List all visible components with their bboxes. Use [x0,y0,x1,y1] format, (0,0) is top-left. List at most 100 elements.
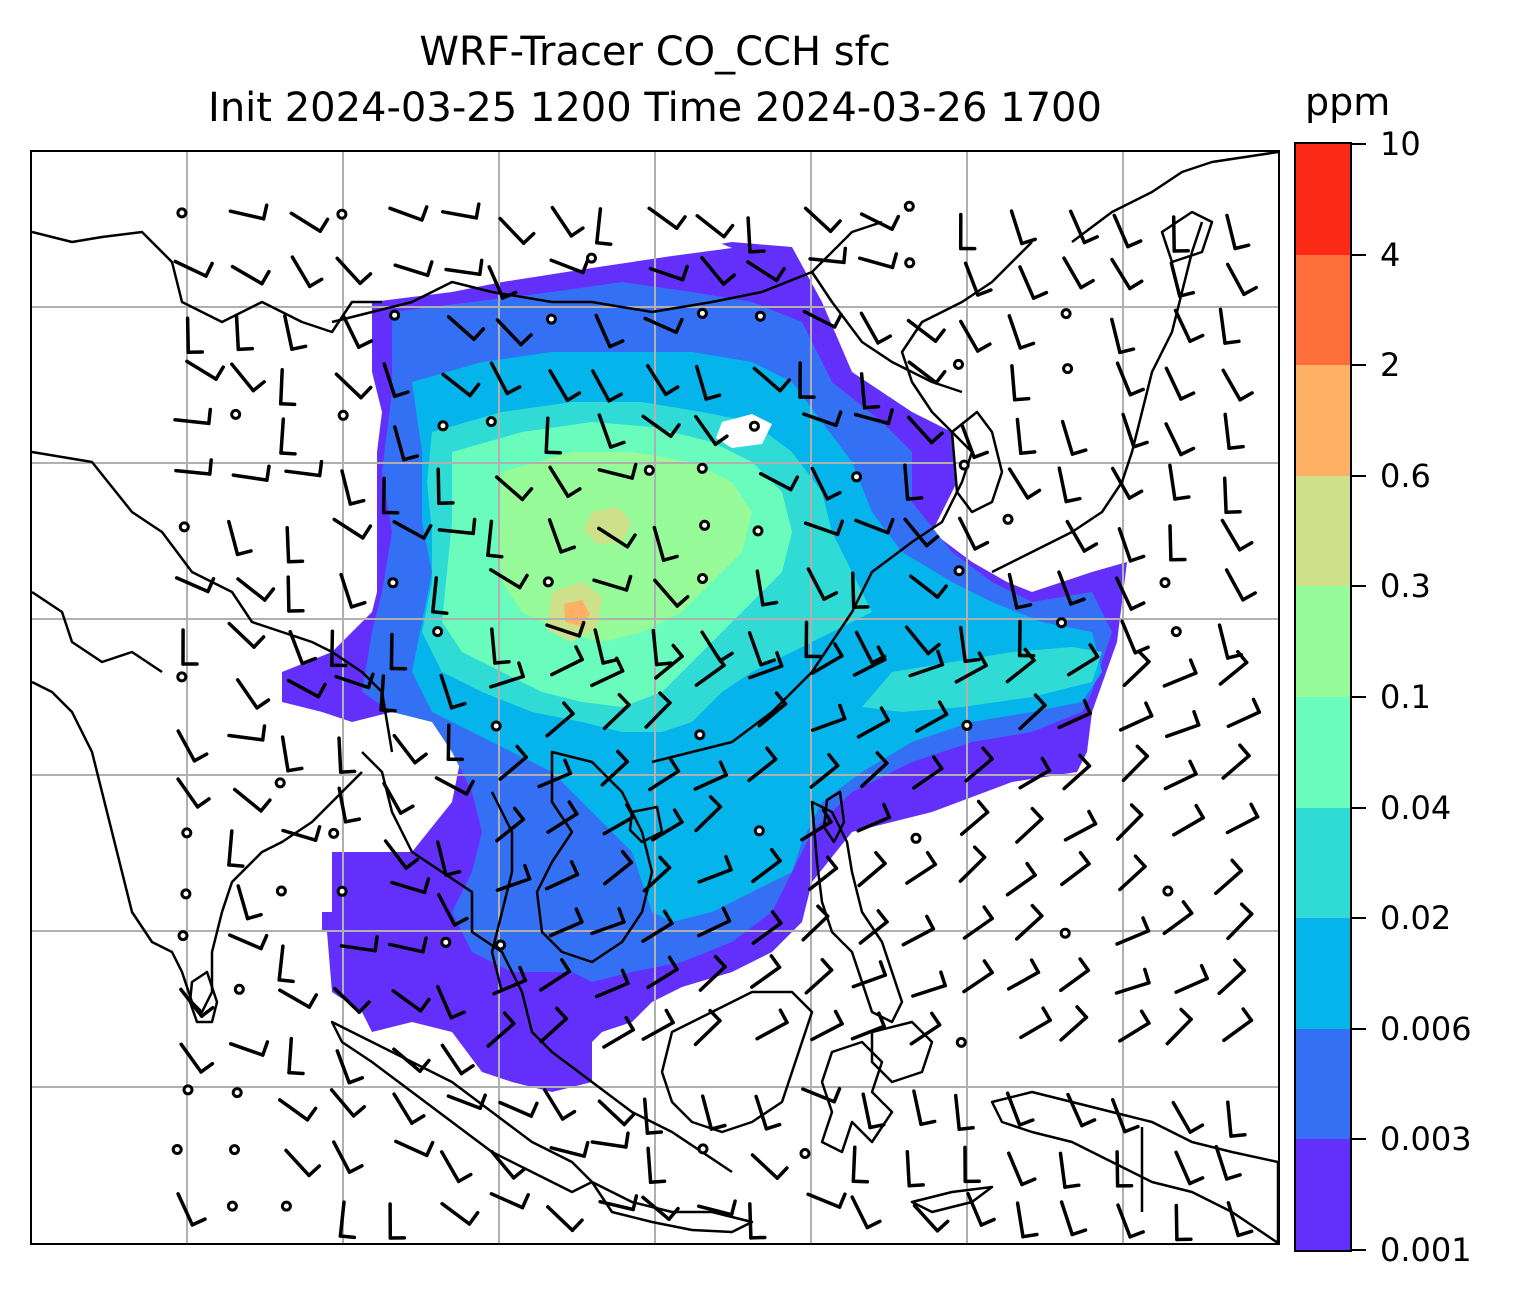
wind-barb [176,1192,207,1227]
wind-barb [287,1036,305,1076]
wind-barb [185,316,205,355]
calm-wind-marker [233,983,245,995]
wind-barb [1218,649,1249,686]
border-tibet [32,230,382,334]
wind-barb [652,525,679,562]
plot-subtitle: Init 2024-03-25 1200 Time 2024-03-26 170… [208,85,1102,131]
wind-barb [602,692,631,731]
wind-barb [439,673,467,710]
wind-barb [548,465,582,499]
wind-barb [381,476,400,515]
coastline-borneo [660,990,814,1134]
wind-barb [1223,412,1245,450]
wind-barb [1110,1098,1140,1134]
wind-barb [642,855,672,893]
colorbar-tick-label: 0.001 [1380,1231,1472,1269]
wind-barb [694,652,726,687]
wind-barb [602,802,636,836]
wind-barb [750,1153,789,1180]
wind-barb [441,372,481,398]
wind-barb [1173,308,1205,344]
wind-barb [487,265,518,300]
calm-wind-marker [904,257,916,269]
wind-barb [383,839,420,870]
wind-barb [648,757,681,792]
calm-wind-marker [961,719,973,731]
wind-barb [1058,1151,1081,1189]
wind-barb [693,760,729,791]
wind-barb [904,625,941,656]
wind-barb [808,246,848,265]
wind-barb [647,206,687,230]
wind-barb [859,212,901,231]
plot-title: WRF-Tracer CO_CCH sfc [419,29,891,75]
wind-barb [388,205,429,222]
wind-barb [431,576,449,615]
wind-barb [856,706,891,739]
wind-barb [962,959,994,994]
coastline-sulawesi [820,1040,894,1154]
wind-barb [174,458,213,476]
wind-barb [1115,803,1144,841]
wind-barb [288,629,318,666]
wind-barb [495,318,533,347]
wind-barb [1059,957,1091,993]
calm-wind-marker [696,462,708,474]
wind-barb [903,517,940,548]
wind-barb [547,518,577,554]
wind-barb [1006,958,1041,991]
colorbar-segment [1296,586,1350,698]
wind-barb [1066,1092,1097,1128]
wind-barb [549,257,590,275]
wind-barb [227,519,253,557]
wind-barb [1057,698,1092,730]
wind-barb [908,649,945,678]
wind-barb [1005,1091,1035,1127]
colorbar-segment [1296,1028,1350,1140]
wind-barb [1117,527,1146,563]
wind-barb [333,986,371,1014]
wind-barb [641,1008,675,1041]
wind-barb [1226,1100,1247,1138]
calm-wind-marker [953,358,964,370]
wind-barb [694,364,722,401]
wind-barb [232,787,272,813]
calm-wind-marker [1159,577,1171,589]
calm-wind-marker [1002,513,1014,525]
wind-barb [696,1199,737,1217]
calm-wind-marker [754,310,766,322]
wind-barb [806,567,839,601]
tracer-field [282,182,1127,1092]
wind-barb [747,631,776,667]
wind-barb [280,735,304,773]
wind-barb [231,464,271,482]
wind-barb [958,625,981,664]
wind-barb [281,825,322,842]
wind-barb [590,656,625,688]
colorbar-tick-label: 0.3 [1380,567,1431,606]
wind-barb [436,467,455,505]
wind-barb [909,1011,942,1046]
wind-barb [394,1139,435,1158]
calm-wind-marker [910,832,922,844]
wind-barb [338,1200,357,1240]
colorbar-segments [1296,144,1350,1250]
wind-barb [490,1149,527,1180]
colorbar-tick-label: 0.006 [1380,1009,1472,1048]
colorbar-tick [1352,364,1366,367]
calm-wind-marker [180,888,192,900]
colorbar-tick [1352,143,1366,145]
wind-barb [1118,854,1147,892]
calm-wind-marker [231,1087,243,1099]
colorbar-segment [1296,918,1350,1029]
wind-barb [754,1094,782,1131]
wind-barb [342,314,374,349]
calm-wind-marker [542,576,554,588]
wind-barb [446,315,486,342]
wind-barb [329,1088,367,1118]
wind-barb [1174,1203,1193,1242]
wind-barb [388,1202,407,1240]
wind-barb [227,829,245,868]
wind-barb [651,808,684,842]
wind-barb [963,1145,981,1184]
